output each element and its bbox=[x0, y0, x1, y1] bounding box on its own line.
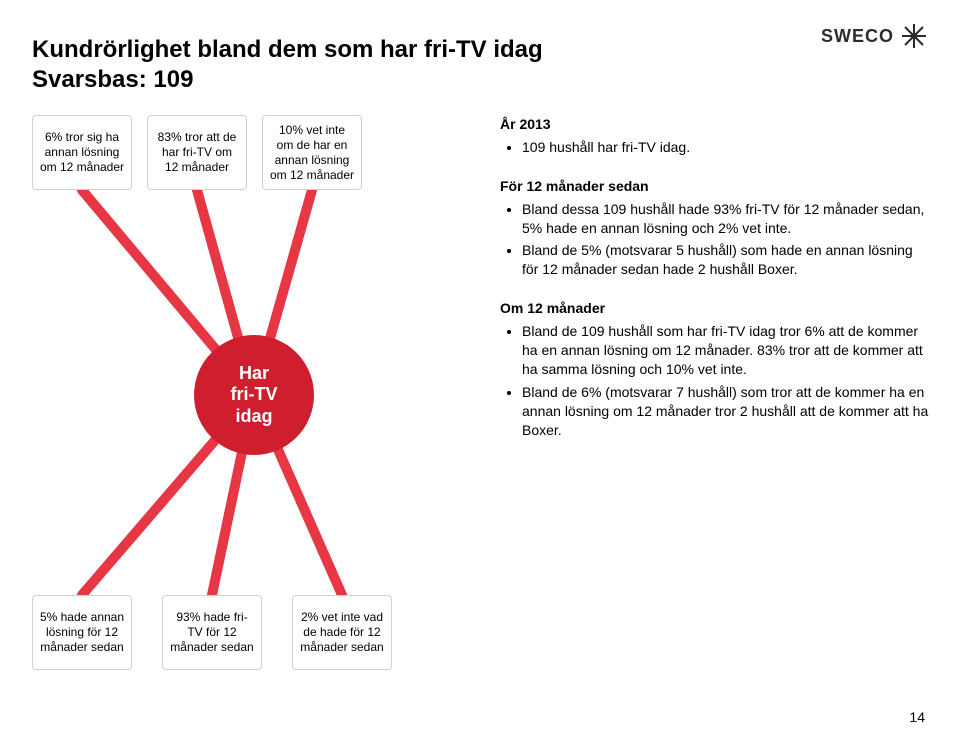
section-future-list: Bland de 109 hushåll som har fri-TV idag… bbox=[500, 322, 930, 439]
title-line-2: Svarsbas: 109 bbox=[32, 66, 193, 93]
diagram-box: 2% vet inte vad de hade för 12 månader s… bbox=[292, 595, 392, 670]
diagram: 6% tror sig ha annan lösning om 12 månad… bbox=[32, 115, 477, 670]
section-past-list: Bland dessa 109 hushåll hade 93% fri-TV … bbox=[500, 200, 930, 280]
section-future-title: Om 12 månader bbox=[500, 299, 930, 318]
diagram-box: 6% tror sig ha annan lösning om 12 månad… bbox=[32, 115, 132, 190]
diagram-box: 83% tror att de har fri-TV om 12 månader bbox=[147, 115, 247, 190]
section-year-list: 109 hushåll har fri-TV idag. bbox=[500, 138, 930, 157]
section-year-title: År 2013 bbox=[500, 115, 930, 134]
diagram-box: 93% hade fri-TV för 12 månader sedan bbox=[162, 595, 262, 670]
page-number: 14 bbox=[909, 709, 925, 725]
bullet: Bland de 109 hushåll som har fri-TV idag… bbox=[522, 322, 930, 379]
bullet: Bland dessa 109 hushåll hade 93% fri-TV … bbox=[522, 200, 930, 238]
bullet: Bland de 6% (motsvarar 7 hushåll) som tr… bbox=[522, 383, 930, 440]
title-block: Kundrörlighet bland dem som har fri-TV i… bbox=[32, 35, 760, 95]
section-past-title: För 12 månader sedan bbox=[500, 177, 930, 196]
diagram-center: Harfri-TVidag bbox=[194, 335, 314, 455]
bullet: 109 hushåll har fri-TV idag. bbox=[522, 138, 930, 157]
bullet: Bland de 5% (motsvarar 5 hushåll) som ha… bbox=[522, 241, 930, 279]
diagram-box: 5% hade annan lösning för 12 månader sed… bbox=[32, 595, 132, 670]
diagram-box: 10% vet inte om de har en annan lösning … bbox=[262, 115, 362, 190]
logo: SWECO bbox=[821, 22, 928, 50]
section-future: Om 12 månader Bland de 109 hushåll som h… bbox=[500, 299, 930, 439]
title-line-1: Kundrörlighet bland dem som har fri-TV i… bbox=[32, 36, 543, 63]
text-column: År 2013 109 hushåll har fri-TV idag. För… bbox=[500, 115, 930, 459]
logo-text: SWECO bbox=[821, 26, 894, 47]
logo-icon bbox=[900, 22, 928, 50]
section-year: År 2013 109 hushåll har fri-TV idag. bbox=[500, 115, 930, 157]
section-past: För 12 månader sedan Bland dessa 109 hus… bbox=[500, 177, 930, 279]
